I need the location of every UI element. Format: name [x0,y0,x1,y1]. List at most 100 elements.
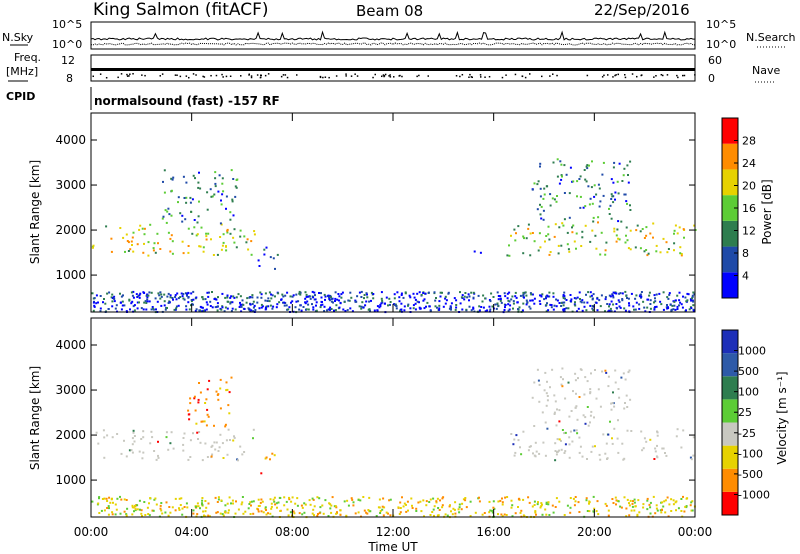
power-cell [338,299,340,302]
nave-point [384,73,387,76]
velocity-cell [682,429,685,432]
velocity-cell [420,510,423,513]
velocity-cell [397,506,400,509]
power-cell [662,291,665,294]
power-cell [366,293,368,296]
nsky-tick-top: 10^5 [52,18,82,31]
power-cell [119,227,122,229]
power-cell [132,231,135,234]
velocity-cell [143,501,146,503]
power-cell [231,301,234,304]
velocity-panel-bg [91,318,695,517]
power-cell [573,240,576,243]
velocity-cell [198,431,201,433]
velocity-cell [95,431,98,434]
power-cell [282,295,285,298]
power-cell [542,209,545,212]
nave-point [319,75,322,78]
power-cell [589,240,592,243]
power-cell [175,298,178,301]
power-cell [368,300,371,303]
power-cell [674,299,677,302]
power-cell [606,303,609,305]
power-cell [568,192,571,195]
velocity-cell [610,402,613,405]
power-cell [152,247,155,250]
velocity-cell [637,499,640,502]
power-cell [619,306,622,309]
velocity-cell [646,499,649,502]
velocity-cell [318,512,321,515]
power-cell [449,306,452,309]
velocity-cell [654,512,657,515]
velocity-cell [449,504,451,507]
nave-point [521,75,524,78]
power-cell [647,252,650,255]
power-cell [445,299,448,302]
velocity-cell [594,445,596,448]
velocity-cell [645,440,648,443]
power-cell [434,299,437,302]
power-cell [518,306,521,309]
power-cell [334,291,337,294]
velocity-cell [586,380,589,383]
power-cell [466,296,469,299]
velocity-cell [557,450,559,453]
velocity-cell [545,513,548,516]
power-cell [334,297,337,300]
velocity-cell [617,500,620,503]
power-cell [187,227,190,230]
power-cell [110,250,113,253]
velocity-cell [680,510,683,512]
velocity-cell [359,499,362,502]
power-cell [643,237,646,239]
power-cell [472,296,475,299]
power-cell [513,228,516,231]
velocity-cell [422,499,425,502]
power-cell [207,295,210,298]
velocity-cell [204,442,207,445]
power-cell [119,292,121,295]
power-cell [529,307,532,310]
power-cell [449,305,452,308]
power-cell [229,302,232,305]
velocity-cell [309,503,312,506]
nave-point [382,74,385,76]
velocity-cell [564,431,567,434]
velocity-cell [586,406,589,408]
power-cell [600,294,603,297]
velocity-cell [227,509,230,512]
velocity-cell [230,376,233,379]
power-cell [172,176,175,179]
power-cell [528,305,531,308]
power-cell [552,292,555,295]
power-cell [261,305,264,308]
power-cell [601,173,604,176]
nave-point [660,73,663,76]
power-cell [252,300,255,303]
power-cell [385,296,388,299]
velocity-cell [568,456,571,459]
power-cell [195,296,198,299]
velocity-cell [301,506,304,509]
power-cell [685,309,687,312]
power-cell [602,161,605,164]
power-cell [549,204,552,207]
power-cell [160,304,163,307]
power-cell [571,231,574,234]
power-cell [113,300,116,303]
velocity-cell [330,504,333,507]
velocity-cell [457,508,460,511]
velocity-cell [140,512,143,515]
power-cell [172,298,174,301]
power-cell [295,300,298,303]
power-cell [170,214,173,217]
velocity-cell [636,515,639,518]
nave-point [105,76,108,79]
velocity-cell [649,512,652,515]
power-cell [665,306,668,309]
power-cell [280,298,283,301]
velocity-cell [597,513,600,516]
power-cell [682,295,684,298]
velocity-cell [568,415,571,418]
